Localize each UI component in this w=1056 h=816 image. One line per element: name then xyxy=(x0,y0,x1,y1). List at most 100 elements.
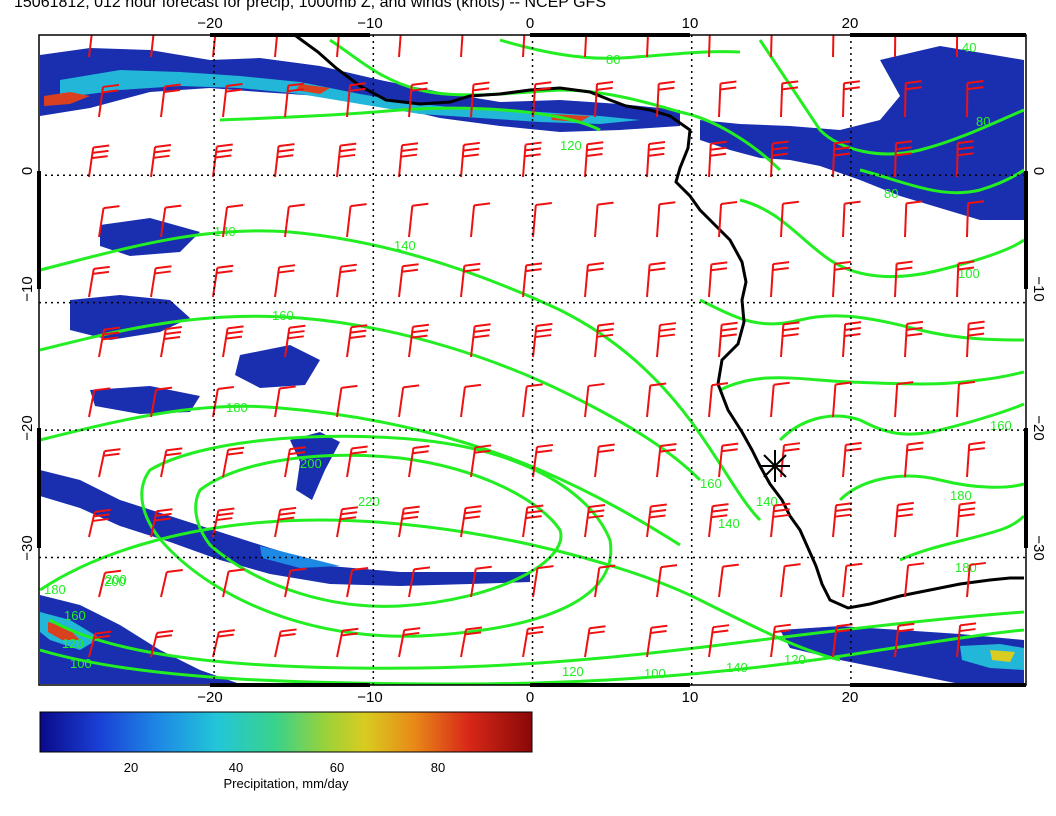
contour-label: 180 xyxy=(44,582,66,597)
wind-barb-flag xyxy=(773,381,790,386)
wind-barb-shaft xyxy=(222,206,229,238)
wind-barb-flag xyxy=(91,155,108,160)
wind-barb-shaft xyxy=(460,386,466,418)
wind-barb-flag xyxy=(598,322,615,327)
wind-barb-shaft xyxy=(160,571,168,598)
lat-label-left: −30 xyxy=(19,535,36,560)
wind-barb-shaft xyxy=(584,35,588,58)
wind-barb-flag xyxy=(290,567,307,572)
wind-barb-flag xyxy=(721,448,738,453)
contour-line xyxy=(778,402,1025,442)
wind-barb-flag xyxy=(658,80,675,85)
contour-line xyxy=(739,198,1025,278)
contour-label: 160 xyxy=(64,608,86,623)
wind-barb-shaft xyxy=(584,385,590,418)
wind-barb-flag xyxy=(659,448,676,453)
wind-barb-shaft xyxy=(832,35,835,58)
wind-barb-flag xyxy=(288,451,306,456)
wind-barb-flag xyxy=(958,380,976,385)
wind-barb-flag xyxy=(217,386,234,391)
wind-barb-flag xyxy=(92,270,110,275)
wind-barb-flag xyxy=(340,269,357,274)
wind-barb-flag xyxy=(843,80,861,85)
wind-barb-flag xyxy=(287,88,304,93)
wind-barb-flag xyxy=(102,89,119,94)
wind-barb-shaft xyxy=(904,203,908,238)
wind-barb-flag xyxy=(844,332,861,337)
wind-barb-flag xyxy=(834,513,852,518)
wind-barb-flag xyxy=(164,83,181,88)
wind-barb-flag xyxy=(967,200,985,205)
wind-barb-flag xyxy=(834,140,851,145)
wind-barb-flag xyxy=(218,507,235,512)
wind-barb-flag xyxy=(968,447,985,452)
wind-barb-shaft xyxy=(408,569,415,598)
wind-barb-shaft xyxy=(470,568,477,598)
wind-barb-shaft xyxy=(336,387,343,418)
colorbar: 20 40 60 80 Precipitation, mm/day xyxy=(39,711,533,791)
wind-barb-flag xyxy=(93,634,111,639)
wind-barb-flag xyxy=(94,508,111,513)
wind-barb-flag xyxy=(957,140,974,145)
lat-label-left: 0 xyxy=(19,167,36,175)
lon-labels-top: −20 −10 0 10 20 xyxy=(197,15,858,32)
contour-label: 180 xyxy=(955,560,977,575)
lat-label-right: 0 xyxy=(1030,167,1047,175)
wind-barb-shaft xyxy=(956,143,959,178)
contour-line xyxy=(39,404,681,547)
wind-barb-shaft xyxy=(88,35,93,58)
wind-barb-flag xyxy=(473,334,490,339)
wind-barb-flag xyxy=(650,629,667,634)
wind-barb-shaft xyxy=(770,384,775,418)
contour-label: 80 xyxy=(884,186,898,201)
wind-barb-flag xyxy=(216,517,233,522)
wind-barb-flag xyxy=(465,626,483,631)
wind-barb-flag xyxy=(907,441,924,446)
wind-barb-flag xyxy=(465,505,482,510)
precip-patch-west-3 xyxy=(90,386,200,414)
wind-barb-flag xyxy=(475,444,492,449)
wind-barb-shaft xyxy=(842,83,845,118)
wind-barb-flag xyxy=(535,334,552,339)
wind-barb-flag xyxy=(959,501,976,506)
wind-barb-flag xyxy=(958,260,975,265)
wind-barb-flag xyxy=(402,510,419,515)
wind-barb-flag xyxy=(711,514,728,519)
wind-barb-flag xyxy=(165,204,182,209)
wind-barb-flag xyxy=(774,623,791,628)
wind-barb-flag xyxy=(217,264,234,269)
wind-barb-flag xyxy=(774,502,791,507)
wind-barb-flag xyxy=(226,204,244,209)
wind-barb-shaft xyxy=(408,205,414,238)
wind-barb-flag xyxy=(411,81,428,86)
lon-label-top: −10 xyxy=(357,15,382,32)
wind-barb-flag xyxy=(154,270,171,275)
frame-ticks xyxy=(37,33,1028,687)
wind-barb-flag xyxy=(772,140,789,145)
contour-label: 120 xyxy=(62,636,84,651)
wind-barb-shaft xyxy=(398,35,402,58)
graticule xyxy=(39,35,1026,685)
wind-barb-flag xyxy=(905,80,922,85)
wind-barb-flag xyxy=(959,622,977,627)
wind-barb-flag xyxy=(463,268,480,273)
wind-barb-flag xyxy=(154,144,172,149)
contour-label: 160 xyxy=(700,476,722,491)
wind-barb-flag xyxy=(659,327,676,332)
wind-barb-flag xyxy=(535,81,552,86)
wind-barb-shaft xyxy=(212,388,219,418)
contour-line xyxy=(39,229,762,522)
wind-barb-flag xyxy=(340,263,357,268)
wind-barb-shaft xyxy=(842,203,846,238)
wind-barb-flag xyxy=(413,566,431,571)
contour-line xyxy=(39,628,1025,685)
wind-barb-flag xyxy=(896,260,913,265)
wind-barb-flag xyxy=(897,501,914,506)
wind-barb-flag xyxy=(712,503,729,508)
wind-barb-flag xyxy=(772,513,790,518)
wind-barb-shaft xyxy=(594,567,601,598)
wind-barb-flag xyxy=(712,629,729,634)
wind-barb-flag xyxy=(537,565,554,570)
wind-barb-flag xyxy=(536,322,553,327)
wind-barb-flag xyxy=(536,443,554,448)
